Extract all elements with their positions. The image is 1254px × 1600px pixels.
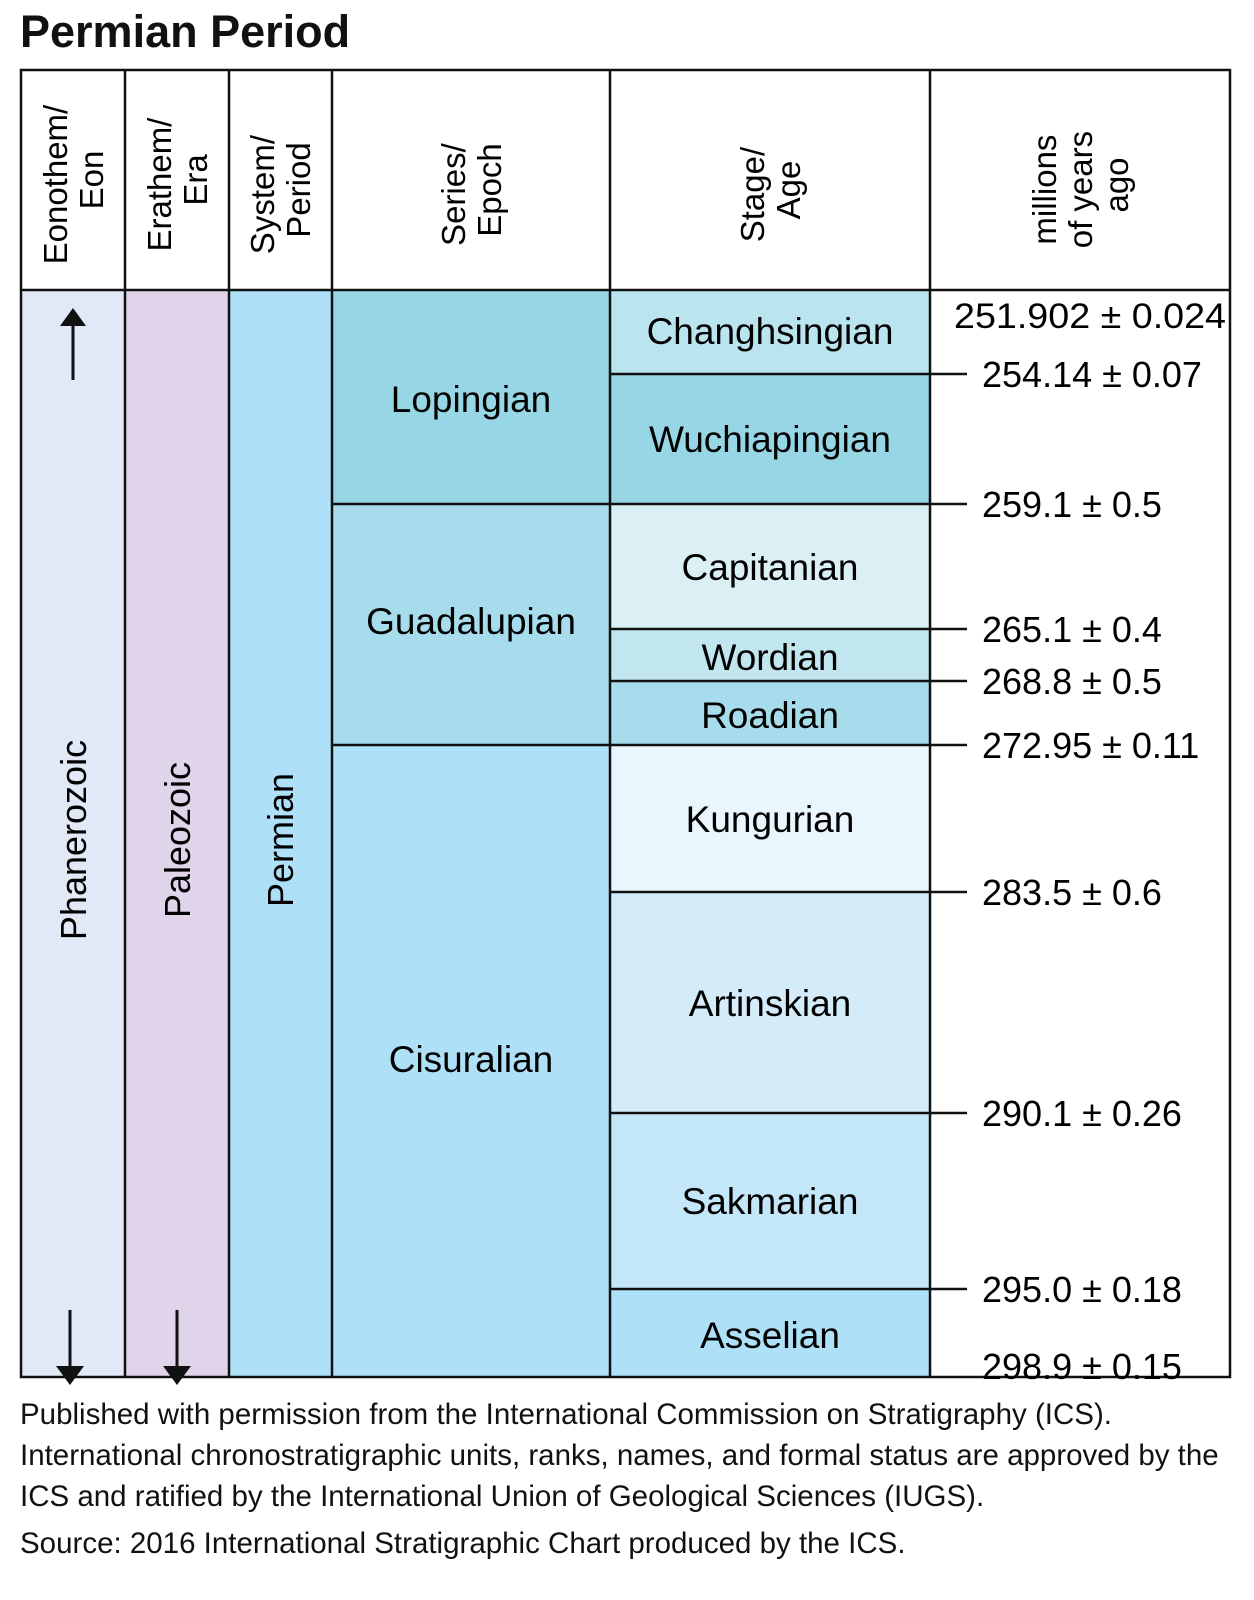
up-arrow-icon (60, 308, 86, 380)
stage-fill-sakmarian (610, 1113, 930, 1289)
epoch-label-cisuralian: Cisuralian (389, 1039, 554, 1080)
stage-fill-wuchiapingian (610, 374, 930, 504)
down-arrow-icon (56, 1310, 84, 1385)
footer: Published with permission from the Inter… (20, 1394, 1245, 1564)
header-epoch: Series/ Epoch (435, 134, 508, 246)
header-eon: Eonothem/ Eon (37, 96, 110, 265)
header-mya: millions of years ago (1026, 122, 1135, 249)
stage-fill-capitanian (610, 504, 930, 629)
age-value: 268.8 ± 0.5 (982, 661, 1162, 702)
epoch-label-lopingian: Lopingian (391, 379, 551, 420)
stage-label-roadian: Roadian (701, 695, 839, 736)
era-label: Paleozoic (157, 762, 198, 918)
epoch-fill-guadalupian (332, 504, 610, 745)
age-value: 259.1 ± 0.5 (982, 484, 1162, 525)
stage-label-kungurian: Kungurian (686, 799, 855, 840)
down-arrow-icon (163, 1310, 191, 1385)
epoch-fill-cisuralian (332, 745, 610, 1377)
age-value: 251.902 ± 0.024 (954, 297, 1226, 336)
stage-label-wordian: Wordian (701, 637, 838, 678)
stage-label-artinskian: Artinskian (689, 983, 851, 1024)
epoch-fill-lopingian (332, 290, 610, 504)
header-era: Erathem/ Era (141, 108, 214, 251)
era-fill (125, 290, 229, 1377)
eon-label: Phanerozoic (53, 740, 94, 940)
header-period: System/ Period (244, 126, 317, 254)
stage-fill-artinskian (610, 892, 930, 1113)
age-value: 298.9 ± 0.15 (982, 1346, 1182, 1387)
age-value: 290.1 ± 0.26 (982, 1093, 1182, 1134)
stage-label-changhsingian: Changhsingian (647, 311, 894, 352)
period-fill (229, 290, 332, 1377)
stage-label-sakmarian: Sakmarian (682, 1181, 859, 1222)
stage-fill-kungurian (610, 745, 930, 892)
stratigraphic-table: Eonothem/ Eon Erathem/ Era System/ Perio… (19, 68, 1232, 1387)
stage-fill-wordian (610, 629, 930, 681)
epoch-label-guadalupian: Guadalupian (366, 601, 576, 642)
stage-label-asselian: Asselian (700, 1315, 840, 1356)
table-grid (19, 68, 1232, 1379)
eon-fill (21, 290, 125, 1377)
permission-note: Published with permission from the Inter… (20, 1398, 1219, 1513)
period-label: Permian (260, 773, 301, 907)
stage-fill-roadian (610, 681, 930, 745)
age-value: 283.5 ± 0.6 (982, 872, 1162, 913)
page-title: Permian Period (20, 6, 351, 57)
age-value: 254.14 ± 0.07 (982, 354, 1202, 395)
source-note: Source: 2016 International Stratigraphic… (20, 1527, 906, 1560)
stage-fill-asselian (610, 1289, 930, 1377)
age-value: 265.1 ± 0.4 (982, 609, 1162, 650)
age-value: 272.95 ± 0.11 (982, 725, 1199, 766)
stage-label-capitanian: Capitanian (682, 547, 859, 588)
stage-label-wuchiapingian: Wuchiapingian (649, 419, 891, 460)
header-age: Stage/ Age (734, 138, 807, 243)
stage-fill-changhsingian (610, 290, 930, 374)
age-value: 295.0 ± 0.18 (982, 1269, 1182, 1310)
